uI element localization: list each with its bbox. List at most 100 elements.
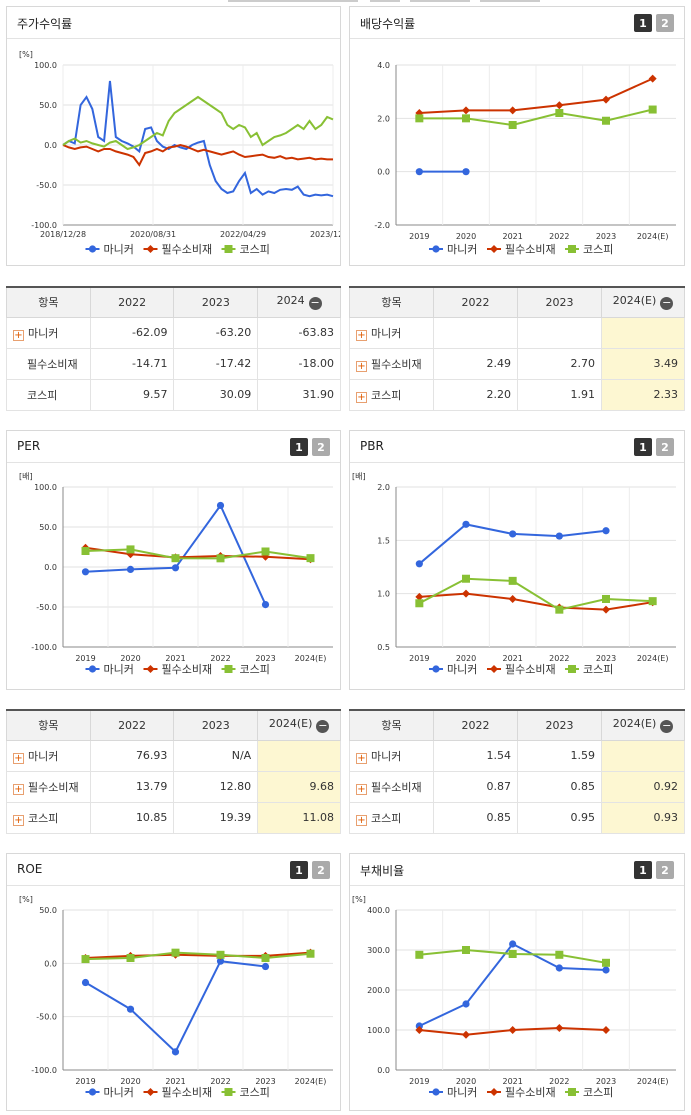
data-point <box>261 601 270 609</box>
column-header: 2024(E) − <box>257 709 341 741</box>
data-point <box>555 1024 564 1032</box>
axis-unit: [%] <box>352 895 366 904</box>
panel-header: 주가수익률 <box>7 7 340 39</box>
page-1-button[interactable]: 1 <box>290 861 308 879</box>
expand-icon[interactable]: + <box>13 752 24 764</box>
top-tab-strip <box>228 0 540 2</box>
data-point <box>508 576 517 585</box>
data-point <box>146 1088 155 1096</box>
legend-label: 필수소비재 <box>162 663 213 676</box>
row-label[interactable]: + 마니커 <box>349 316 434 349</box>
page-2-button[interactable]: 2 <box>312 438 330 456</box>
data-point <box>490 665 498 673</box>
page-2-button[interactable]: 2 <box>656 438 674 456</box>
row-label[interactable]: + 필수소비재 <box>349 347 434 380</box>
row-label[interactable]: + 필수소비재 <box>349 770 434 803</box>
table-row: + 마니커 -62.09 -63.20 -63.83 <box>6 316 341 349</box>
x-tick-label: 2024(E) <box>295 1077 327 1086</box>
x-tick-label: 2021 <box>502 1077 522 1086</box>
legend-label: 필수소비재 <box>505 663 556 676</box>
debt-ratio-panel: 부채비율 1 2 [%] 400.0 300.0 200.0 100.0 0.0 2019 2… <box>349 853 685 1111</box>
table-header-row: 항목 2022 2023 2024(E) − <box>6 709 341 741</box>
pbr-table: 항목 2022 2023 2024(E) − + 마니커 1.54 1.59 + 필수소비재 0.87… <box>349 709 685 834</box>
data-point <box>81 547 90 555</box>
table-cell: 9.57 <box>89 378 175 411</box>
expand-icon[interactable]: + <box>13 783 24 795</box>
column-header: 2024(E) − <box>601 709 685 741</box>
data-point <box>555 101 564 110</box>
expand-icon[interactable]: + <box>356 391 367 403</box>
expand-icon[interactable]: + <box>13 329 24 341</box>
y-tick-label: 0.5 <box>377 643 390 652</box>
dividend-yield-panel: 배당수익률 1 2 4.0 2.0 0.0 -2.0 2019 2020 2021 2022 2… <box>349 6 685 266</box>
expand-icon[interactable]: + <box>356 329 367 341</box>
table-cell: -62.09 <box>89 316 175 349</box>
x-tick-label: 2020 <box>456 654 476 663</box>
series-line <box>418 523 607 565</box>
series-line <box>62 80 334 198</box>
expand-icon[interactable]: + <box>356 752 367 764</box>
y-tick-label: 0.0 <box>377 168 390 177</box>
collapse-icon[interactable]: − <box>660 296 674 311</box>
page-1-button[interactable]: 1 <box>290 438 308 456</box>
expand-icon[interactable]: + <box>356 360 367 372</box>
panel-header: 배당수익률 1 2 <box>350 7 684 39</box>
expand-icon[interactable]: + <box>13 814 24 826</box>
page-1-button[interactable]: 1 <box>634 14 652 32</box>
data-point <box>126 954 135 962</box>
table-row: + 필수소비재 13.79 12.80 9.68 <box>6 770 341 803</box>
y-tick-label: -100.0 <box>31 1066 57 1075</box>
row-label[interactable]: + 코스피 <box>349 378 434 411</box>
column-header: 2022 <box>433 709 518 741</box>
y-tick-label: 2.0 <box>377 483 390 492</box>
row-label[interactable]: + 마니커 <box>6 316 91 349</box>
collapse-icon[interactable]: − <box>308 296 322 311</box>
page-1-button[interactable]: 1 <box>634 438 652 456</box>
row-label: 필수소비재 <box>6 347 91 380</box>
table-cell: -14.71 <box>89 347 175 380</box>
collapse-icon[interactable]: − <box>316 719 330 734</box>
table-cell: 12.80 <box>173 770 259 803</box>
row-label[interactable]: + 마니커 <box>349 739 434 772</box>
dividend-yield-chart: 4.0 2.0 0.0 -2.0 2019 2020 2021 2022 2023 2024(E)… <box>374 61 676 256</box>
y-tick-label: 300.0 <box>367 946 390 955</box>
row-label[interactable]: + 코스피 <box>349 801 434 834</box>
column-header: 2022 <box>89 286 175 318</box>
per-table: 항목 2022 2023 2024(E) − + 마니커 76.93 N/A + 필수소비재 13.7… <box>6 709 341 834</box>
data-point <box>508 121 517 129</box>
page-2-button[interactable]: 2 <box>656 861 674 879</box>
data-point <box>490 245 498 253</box>
data-point <box>306 949 315 958</box>
row-label[interactable]: + 마니커 <box>6 739 91 772</box>
expand-icon[interactable]: + <box>356 783 367 795</box>
page-1-button[interactable]: 1 <box>634 861 652 879</box>
row-label[interactable]: + 코스피 <box>6 801 91 834</box>
data-point <box>306 554 315 563</box>
data-point <box>462 1000 470 1008</box>
table-cell: 1.54 <box>433 739 518 772</box>
expand-icon[interactable]: + <box>356 814 367 826</box>
data-point <box>415 592 424 601</box>
row-label[interactable]: + 필수소비재 <box>6 770 91 803</box>
series-line <box>419 77 654 114</box>
table-cell: 2.70 <box>517 347 602 380</box>
legend-label: 코스피 <box>240 663 270 676</box>
panel-title: ROE <box>17 862 43 876</box>
data-point <box>462 589 470 598</box>
data-point <box>509 940 517 948</box>
page-2-button[interactable]: 2 <box>312 861 330 879</box>
collapse-icon[interactable]: − <box>660 719 674 734</box>
axis-unit: [배] <box>19 472 33 481</box>
series-line <box>419 592 653 611</box>
table-cell: 13.79 <box>89 770 175 803</box>
pager: 1 2 <box>634 14 674 32</box>
table-row: + 코스피 2.20 1.91 2.33 <box>349 378 685 411</box>
table-header-row: 항목 2022 2023 2024(E) − <box>349 709 685 741</box>
page-2-button[interactable]: 2 <box>656 14 674 32</box>
x-tick-label: 2021 <box>502 654 522 663</box>
x-tick-label: 2022 <box>210 1077 230 1086</box>
legend-label: 코스피 <box>583 1086 613 1099</box>
y-tick-label: -100.0 <box>31 221 57 230</box>
x-tick-label: 2020 <box>456 232 476 241</box>
data-point <box>88 245 97 253</box>
